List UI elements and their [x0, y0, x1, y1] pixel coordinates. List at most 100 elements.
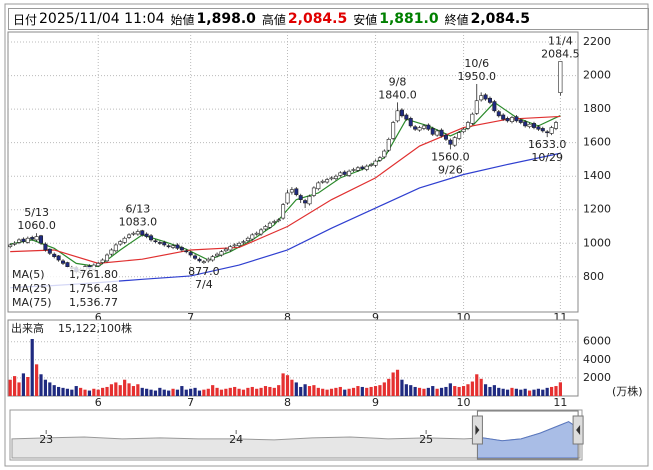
volume-bar — [149, 389, 153, 396]
candle-body — [281, 204, 286, 219]
candle-body — [96, 263, 101, 267]
volume-bar — [369, 386, 373, 396]
volume-bar — [356, 386, 360, 396]
candle-body — [523, 121, 528, 127]
volume-bar — [457, 386, 461, 396]
candle-body — [536, 126, 541, 130]
volume-bar — [250, 386, 254, 396]
x-tick-label: 7 — [187, 311, 194, 324]
y-tick-label: 1800 — [583, 102, 611, 115]
volume-bar — [241, 389, 246, 396]
volume-bar — [35, 364, 39, 396]
volume-bar — [79, 387, 83, 396]
annotation-value: 2084.5 — [541, 47, 580, 60]
candle-body — [131, 232, 136, 235]
candle-body — [105, 254, 110, 262]
field-value: 2025/11/04 11:04 — [39, 11, 165, 27]
volume-bar — [153, 390, 158, 396]
annotation-date: 5/13 — [24, 206, 49, 219]
candle-body — [509, 117, 514, 123]
volume-bar — [237, 388, 241, 396]
volume-bar — [87, 390, 92, 396]
candle-body — [109, 249, 114, 255]
annotation-value: 877.0 — [188, 265, 220, 278]
volume-bar — [549, 386, 554, 396]
candle-body — [461, 128, 466, 133]
y-tick-label: 2200 — [583, 35, 611, 48]
volume-bar — [431, 386, 435, 396]
x-tick-label: 10 — [457, 396, 471, 409]
handle-arrow — [475, 425, 480, 435]
volume-bar — [52, 385, 56, 396]
volume-bar — [351, 387, 356, 396]
candle-body — [34, 236, 39, 241]
annotation-date: 7/4 — [195, 278, 213, 291]
volume-bar — [439, 387, 444, 396]
candle-body — [421, 125, 426, 129]
candle-body — [272, 221, 277, 223]
volume-bar — [312, 385, 316, 396]
candle-body — [122, 237, 127, 243]
volume-bar — [413, 386, 417, 396]
candle-body — [298, 195, 303, 200]
candle-body — [496, 111, 501, 117]
annotation-date: 10/29 — [531, 151, 563, 164]
volume-bar — [167, 390, 171, 396]
x-tick-label: 24 — [229, 433, 243, 446]
volume-bar — [136, 384, 140, 396]
y-tick-label: 6000 — [583, 335, 611, 348]
annotation-value: 1950.0 — [458, 70, 497, 83]
volume-bar — [347, 388, 351, 396]
volume-bar — [536, 388, 540, 396]
volume-bar — [272, 387, 276, 396]
candle-body — [215, 253, 220, 257]
volume-bar — [145, 388, 149, 396]
candle-body — [351, 169, 356, 171]
legend-name: MA(5) — [12, 268, 45, 281]
candle-body — [369, 164, 374, 166]
candle-body — [118, 241, 123, 245]
volume-bar — [387, 378, 391, 396]
candle-body — [162, 242, 167, 246]
volume-bar — [343, 389, 347, 396]
candle-body — [518, 119, 523, 123]
candle-body — [201, 261, 206, 264]
volume-bar — [527, 390, 532, 396]
volume-bar — [365, 387, 369, 396]
volume-bar — [505, 389, 510, 396]
volume-bar — [334, 387, 338, 396]
candle-body — [430, 128, 435, 135]
volume-bar — [39, 374, 43, 396]
volume-unit: (万株) — [612, 384, 643, 398]
candle-body — [413, 126, 418, 130]
volume-bar — [492, 385, 496, 396]
volume-bar — [263, 386, 268, 396]
candle-body — [197, 258, 202, 262]
annotation-date: 11/4 — [548, 34, 573, 47]
legend-name: MA(75) — [12, 296, 52, 309]
candle-body — [100, 259, 105, 263]
volume-bar — [13, 376, 17, 396]
volume-bar — [329, 388, 334, 396]
legend-name: MA(25) — [12, 282, 52, 295]
volume-bar — [162, 389, 166, 396]
volume-bar — [554, 386, 558, 396]
volume-bar — [197, 390, 202, 396]
y-tick-label: 4000 — [583, 353, 611, 366]
y-tick-label: 800 — [583, 270, 604, 283]
legend-value: 1,756.48 — [69, 282, 118, 295]
candle-body — [127, 234, 132, 238]
volume-bar — [61, 387, 65, 396]
candle-body — [135, 231, 140, 235]
candle-body — [12, 242, 17, 245]
volume-bar — [228, 387, 232, 396]
annotation-date: 9/26 — [438, 163, 463, 176]
volume-bar — [57, 386, 61, 396]
volume-bar — [501, 388, 505, 396]
candle-body — [289, 189, 294, 193]
candle-body — [483, 94, 488, 100]
volume-bar — [422, 388, 426, 396]
x-tick-label: 7 — [187, 396, 194, 409]
